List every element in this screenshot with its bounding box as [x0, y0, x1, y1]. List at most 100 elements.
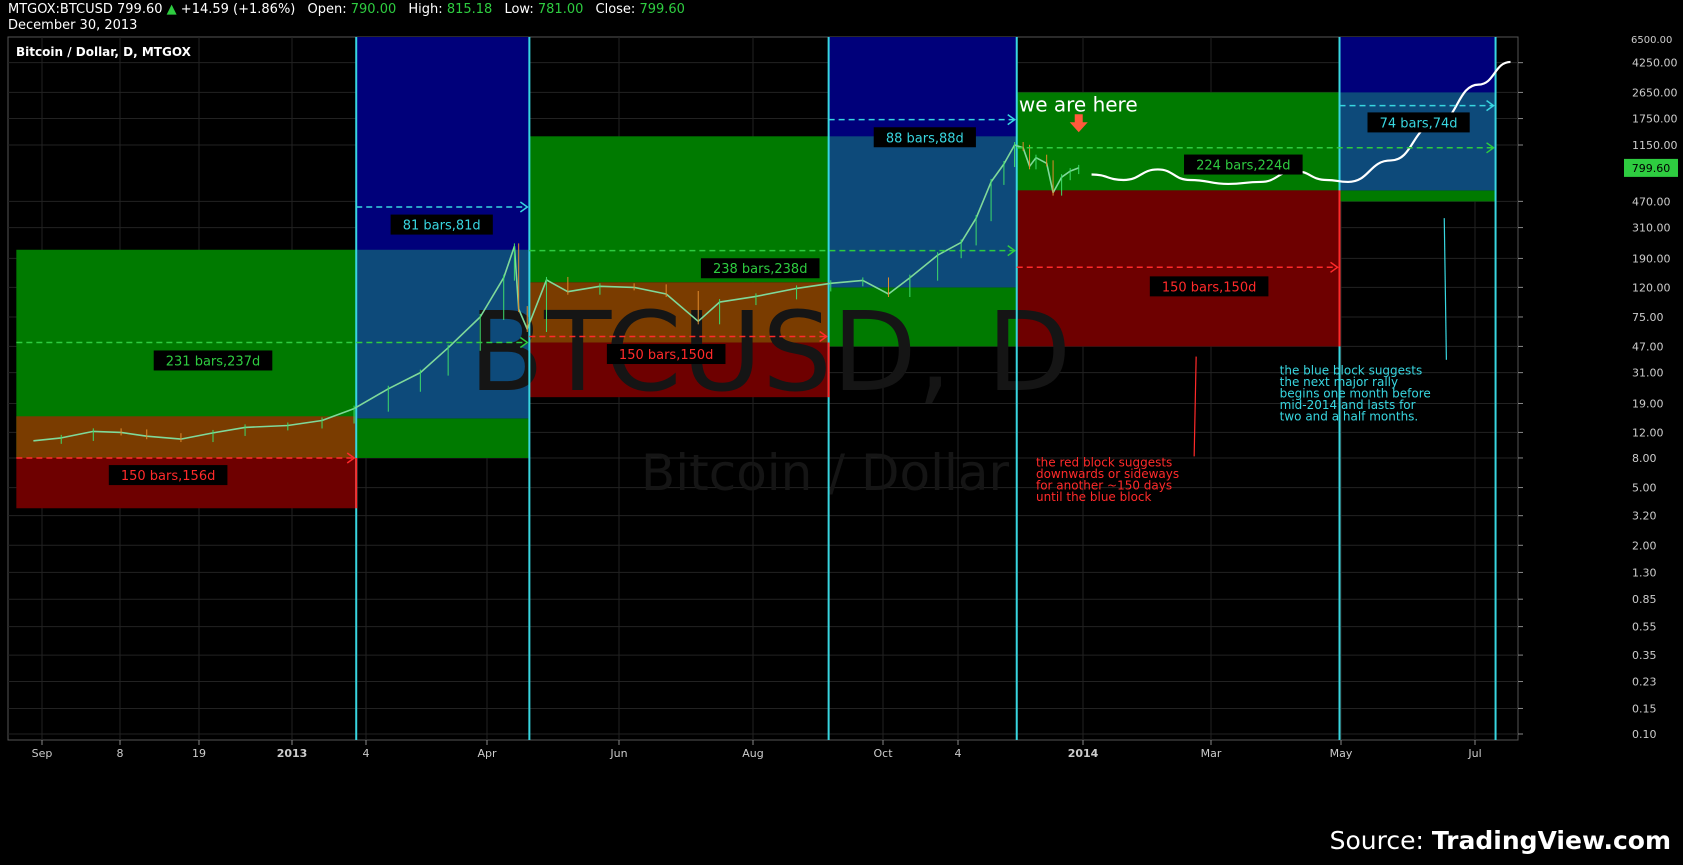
y-tick-label: 1150.00 [1632, 139, 1678, 152]
measure-arrowhead [1330, 261, 1339, 273]
measure-arrowhead [1486, 142, 1495, 154]
x-tick-label: 2014 [1068, 747, 1099, 760]
time-block-overlap [1339, 92, 1496, 191]
measure-arrowhead [819, 330, 828, 343]
close-value: 799.60 [639, 2, 685, 17]
y-tick-label: 0.10 [1632, 728, 1657, 741]
change-value: +14.59 (+1.86%) [180, 2, 296, 17]
measure-label: 81 bars,81d [403, 219, 481, 234]
measure-arrowhead [1007, 114, 1017, 126]
x-tick-label: May [1330, 747, 1353, 760]
measure-arrowhead [1486, 99, 1495, 112]
x-tick-label: 19 [192, 747, 206, 760]
red-note-line: downwards or sideways [1036, 467, 1179, 481]
symbol-label: MTGOX:BTCUSD [8, 2, 113, 17]
last-price-tag [1624, 158, 1678, 177]
measure-label-bg [108, 465, 228, 486]
time-block-overlap [828, 136, 1017, 288]
y-tick-label: 8.00 [1632, 452, 1657, 465]
high-value: 815.18 [446, 2, 493, 17]
y-tick-label: 6500.00 [1631, 35, 1672, 46]
x-tick-label: Jul [1467, 747, 1481, 760]
measure-label: 150 bars,156d [121, 469, 215, 484]
source-credit: Source: TradingView.com [1330, 826, 1671, 855]
y-tick-label: 470.00 [1632, 195, 1671, 208]
measure-arrowhead [346, 452, 356, 464]
measure-label: 238 bars,238d [713, 262, 807, 277]
measure-label-bg [700, 258, 820, 279]
down-arrow-icon [1069, 114, 1088, 133]
we-are-here-label: we are here [1019, 93, 1138, 117]
blue-note-line: two and a half months. [1280, 410, 1419, 424]
x-tick-label: Aug [742, 747, 763, 760]
plot-content: BTCUSD, D Bitcoin / Dollar 231 bars,237d 15… [8, 37, 1518, 740]
y-tick-label: 31.00 [1632, 367, 1664, 380]
measure-label: 88 bars,88d [886, 131, 964, 146]
time-block-green [356, 418, 530, 458]
watermark-name: Bitcoin / Dollar [641, 444, 1010, 502]
measure-label: 150 bars,150d [619, 348, 713, 363]
y-tick-label: 2.00 [1632, 539, 1657, 552]
y-tick-label: 190.00 [1632, 252, 1671, 265]
measure-arrowhead [1007, 245, 1017, 257]
measure-label-bg [153, 350, 273, 371]
y-tick-label: 47.00 [1632, 340, 1664, 353]
y-tick-label: 0.85 [1632, 593, 1657, 606]
red-note-pointer [1193, 356, 1197, 457]
x-tick-label: Sep [32, 747, 53, 760]
measure-arrowhead [519, 201, 529, 213]
quote-header: MTGOX:BTCUSD 799.60 ▲ +14.59 (+1.86%) Op… [8, 2, 685, 17]
y-tick-label: 0.55 [1632, 621, 1657, 634]
x-tick-label: 8 [117, 747, 124, 760]
y-tick-label: 120.00 [1632, 281, 1671, 294]
y-tick-label: 1750.00 [1632, 113, 1678, 126]
y-tick-label: 2650.00 [1632, 86, 1678, 99]
y-tick-label: 5.00 [1632, 482, 1657, 495]
y-tick-label: 1.30 [1632, 566, 1657, 579]
measure-label: 231 bars,237d [166, 354, 260, 369]
time-block-red [1016, 190, 1340, 347]
measure-label-bg [1149, 276, 1269, 297]
blue-note-line: mid-2014 and lasts for [1280, 398, 1416, 412]
blue-note-line: the next major rally [1280, 375, 1398, 389]
y-tick-label: 12.00 [1632, 426, 1664, 439]
measure-label-bg [390, 214, 493, 235]
chart-title: Bitcoin / Dollar, D, MTGOX [16, 45, 192, 59]
cyan-note-pointer [1443, 218, 1447, 360]
y-tick-label: 0.23 [1632, 676, 1657, 689]
change-arrow-icon: ▲ [166, 2, 177, 17]
open-value: 790.00 [350, 2, 397, 17]
measure-label: 74 bars,74d [1380, 116, 1458, 131]
blue-note-line: the blue block suggests [1280, 364, 1423, 378]
measure-label: 150 bars,150d [1162, 280, 1256, 295]
measure-label: 224 bars,224d [1196, 159, 1290, 174]
x-tick-label: 4 [363, 747, 370, 760]
measure-label-bg [1367, 112, 1470, 133]
x-tick-label: Oct [873, 747, 893, 760]
blue-note-line: begins one month before [1280, 387, 1431, 401]
last-price-tag-label: 799.60 [1632, 162, 1671, 175]
close-label: Close: [595, 2, 636, 17]
source-prefix: Source: [1329, 826, 1424, 855]
measure-label-bg [1184, 154, 1303, 175]
low-value: 781.00 [537, 2, 584, 17]
measure-label-bg [873, 127, 976, 148]
time-block-green [529, 136, 829, 283]
measure-label-bg [606, 344, 726, 365]
x-tick-label: 2013 [277, 747, 308, 760]
x-tick-label: 4 [955, 747, 962, 760]
low-label: Low: [504, 2, 534, 17]
measure-arrowhead [519, 336, 529, 349]
high-label: High: [408, 2, 443, 17]
last-price: 799.60 [117, 2, 163, 17]
y-tick-label: 0.35 [1632, 649, 1657, 662]
quote-date: December 30, 2013 [8, 18, 138, 33]
y-tick-label: 0.15 [1632, 702, 1657, 715]
watermark-symbol: BTCUSD, D [469, 288, 1072, 416]
y-tick-label: 3.20 [1632, 510, 1657, 523]
y-tick-label: 19.00 [1632, 397, 1664, 410]
source-brand: TradingView.com [1431, 826, 1671, 855]
y-tick-label: 75.00 [1632, 311, 1664, 324]
time-block-green [828, 287, 1017, 347]
